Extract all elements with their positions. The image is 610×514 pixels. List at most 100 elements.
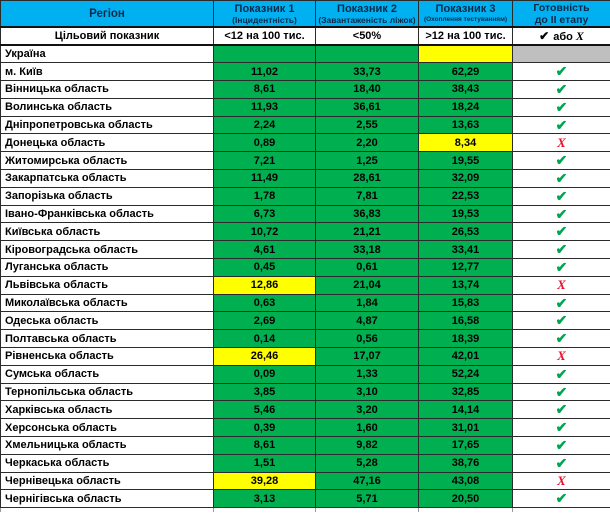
table-row: Рівненська область 26,46 17,07 42,01 Х: [0, 347, 610, 366]
check-icon: ✔: [555, 419, 568, 436]
table-row: Одеська область 2,69 4,87 16,58 ✔: [0, 311, 610, 331]
readiness-status-cell: ✔: [512, 329, 610, 349]
region-name: Одеська область: [0, 311, 214, 331]
target-indicator2: <50%: [315, 26, 419, 46]
check-icon: ✔: [555, 152, 568, 169]
table-row: Чернівецька область 39,28 47,16 43,08 Х: [0, 471, 610, 491]
indicator1-value: 10,72: [213, 222, 316, 242]
region-name: Закарпатська область: [0, 169, 214, 188]
indicator1-value: 1,51: [213, 453, 316, 473]
table-row: Херсонська область 0,39 1,60 31,01 ✔: [0, 418, 610, 438]
readiness-status-cell: ✔: [512, 258, 610, 277]
cross-icon: Х: [557, 134, 566, 150]
indicator2-value: 1,60: [315, 418, 419, 438]
readiness-column-header: Готовність до ІІ етапу: [512, 0, 610, 28]
check-icon: ✔: [555, 187, 568, 204]
stub-cell: [512, 507, 610, 513]
indicator3-value: 31,01: [418, 418, 513, 438]
check-icon: ✔: [555, 116, 568, 133]
table-row: Волинська область 11,93 36,61 18,24 ✔: [0, 97, 610, 117]
readiness-status-cell: [512, 44, 610, 64]
region-column-header: Регіон: [0, 0, 214, 28]
target-readiness: ✔ або Х: [512, 26, 610, 46]
indicator1-value: 26,46: [213, 347, 316, 366]
region-name: Івано-Франківська область: [0, 204, 214, 224]
indicator2-value: 1,84: [315, 293, 419, 313]
readiness-status-cell: ✔: [512, 97, 610, 117]
indicator2-value: 2,55: [315, 115, 419, 135]
check-icon: ✔: [555, 241, 568, 258]
check-icon: ✔: [555, 454, 568, 471]
indicator1-value: 2,69: [213, 311, 316, 331]
readiness-status-cell: ✔: [512, 62, 610, 82]
region-name: Тернопільська область: [0, 382, 214, 402]
indicator2-value: 2,20: [315, 133, 419, 153]
indicator2-value: 33,73: [315, 62, 419, 82]
region-name: Полтавська область: [0, 329, 214, 349]
readiness-status-cell: Х: [512, 275, 610, 295]
indicator3-value: 32,85: [418, 382, 513, 402]
table-row: Хмельницька область 8,61 9,82 17,65 ✔: [0, 436, 610, 455]
region-name: Дніпропетровська область: [0, 115, 214, 135]
indicator3-value: [418, 44, 513, 64]
table-row: м. Київ 11,02 33,73 62,29 ✔: [0, 62, 610, 82]
indicator3-title: Показник 3: [435, 3, 496, 15]
or-label: або: [553, 30, 573, 43]
readiness-status-cell: ✔: [512, 311, 610, 331]
stub-cell: [0, 507, 214, 513]
region-name: м. Київ: [0, 62, 214, 82]
indicator1-value: 0,89: [213, 133, 316, 153]
region-name: Харківська область: [0, 400, 214, 420]
stub-cell: [315, 507, 419, 513]
indicator2-value: 17,07: [315, 347, 419, 366]
readiness-status-cell: ✔: [512, 169, 610, 188]
region-name: Луганська область: [0, 258, 214, 277]
indicator2-value: 1,33: [315, 364, 419, 384]
indicator1-value: 1,78: [213, 186, 316, 206]
indicator2-value: 5,28: [315, 453, 419, 473]
indicator3-value: 26,53: [418, 222, 513, 242]
cross-icon: Х: [575, 28, 584, 43]
readiness-title-line1: Готовність: [533, 1, 590, 14]
check-icon: ✔: [555, 383, 568, 400]
table-row: Чернігівська область 3,13 5,71 20,50 ✔: [0, 489, 610, 509]
readiness-status-cell: ✔: [512, 382, 610, 402]
indicator3-value: 13,74: [418, 275, 513, 295]
indicator3-value: 16,58: [418, 311, 513, 331]
region-name: Черкаська область: [0, 453, 214, 473]
readiness-status-cell: ✔: [512, 489, 610, 509]
indicator2-column-header: Показник 2 (Завантаженість ліжок): [315, 0, 419, 28]
indicator1-value: 8,61: [213, 436, 316, 455]
check-icon: ✔: [555, 330, 568, 347]
indicator2-value: 36,83: [315, 204, 419, 224]
indicator1-value: 4,61: [213, 240, 316, 260]
indicator2-value: 21,04: [315, 275, 419, 295]
indicator1-subtitle: (Інцидентність): [232, 14, 297, 25]
indicator1-value: 39,28: [213, 471, 316, 491]
region-name: Львівська область: [0, 275, 214, 295]
check-icon: ✔: [555, 436, 568, 453]
indicator2-value: 3,10: [315, 382, 419, 402]
indicator3-value: 22,53: [418, 186, 513, 206]
readiness-status-cell: ✔: [512, 80, 610, 99]
indicator1-value: [213, 44, 316, 64]
readiness-status-cell: ✔: [512, 186, 610, 206]
readiness-status-cell: Х: [512, 133, 610, 153]
check-icon: ✔: [555, 312, 568, 329]
indicator1-value: 0,09: [213, 364, 316, 384]
indicator2-value: 33,18: [315, 240, 419, 260]
indicator1-value: 3,85: [213, 382, 316, 402]
readiness-status-cell: ✔: [512, 115, 610, 135]
indicator2-value: 5,71: [315, 489, 419, 509]
indicator3-value: 18,39: [418, 329, 513, 349]
indicator1-value: 2,24: [213, 115, 316, 135]
indicator3-value: 19,55: [418, 151, 513, 171]
indicator3-value: 32,09: [418, 169, 513, 188]
readiness-title-line2: до ІІ етапу: [534, 13, 589, 26]
table-row: Донецька область 0,89 2,20 8,34 Х: [0, 133, 610, 153]
table-row: Миколаївська область 0,63 1,84 15,83 ✔: [0, 293, 610, 313]
indicator1-value: 0,45: [213, 258, 316, 277]
target-indicator1: <12 на 100 тис.: [213, 26, 316, 46]
indicator2-value: 21,21: [315, 222, 419, 242]
table-row: Івано-Франківська область 6,73 36,83 19,53 ✔: [0, 204, 610, 224]
